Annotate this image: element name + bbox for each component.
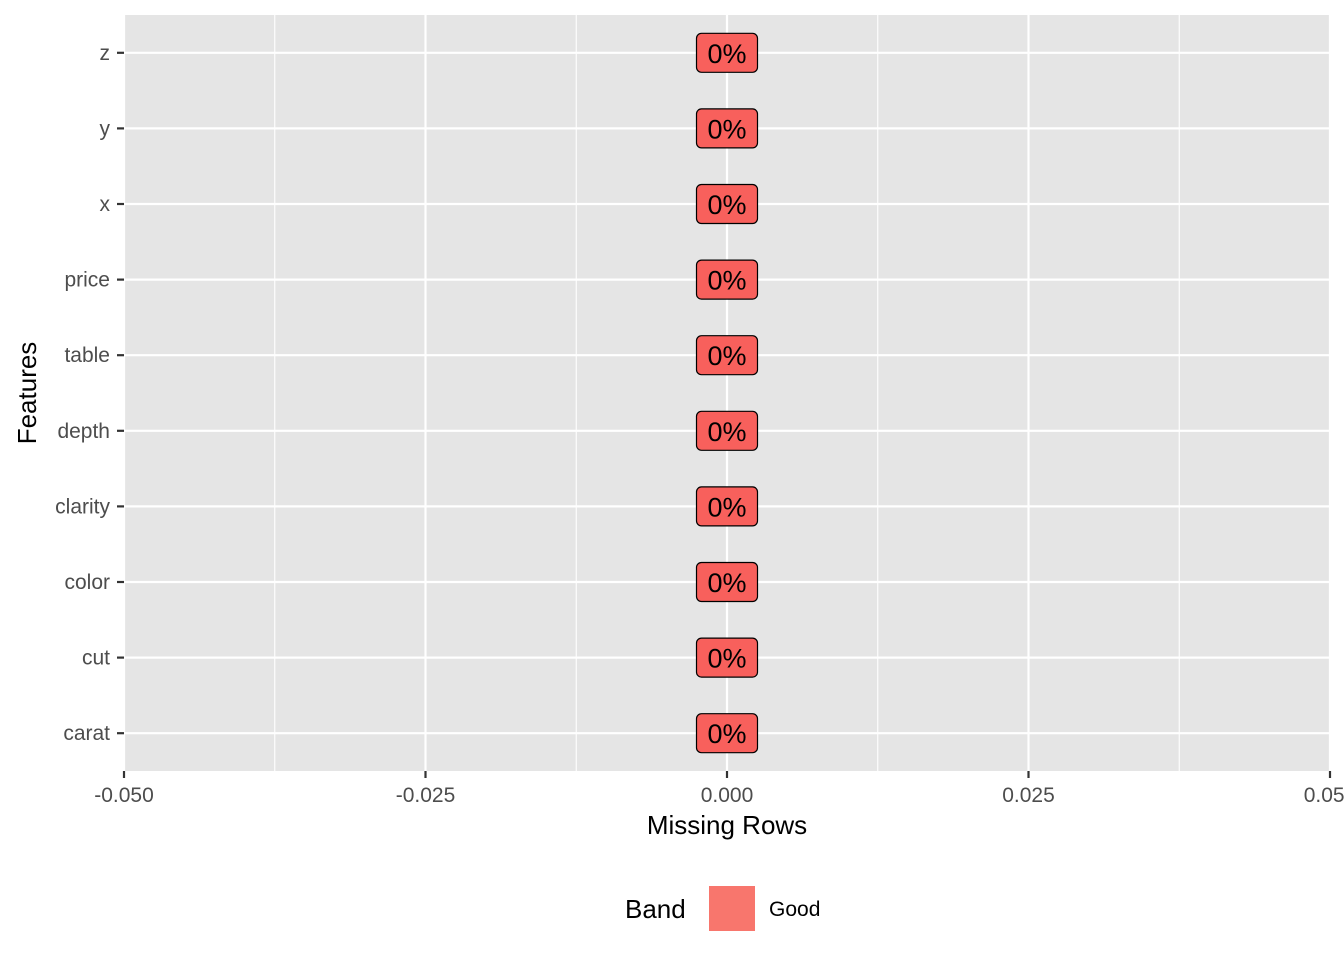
data-label-text: 0%	[707, 266, 746, 296]
data-label-box	[695, 32, 759, 73]
x-tick-label: 0.025	[1002, 784, 1055, 807]
data-label-box	[695, 410, 759, 451]
legend: Band Good	[625, 886, 820, 931]
legend-title: Band	[625, 894, 686, 924]
y-axis: carat cut color clarity depth table price x y z	[55, 42, 124, 745]
data-label-box	[695, 561, 759, 603]
x-tick-label: 0.000	[701, 784, 754, 807]
data-label-box	[695, 713, 759, 754]
legend-key-good	[709, 886, 755, 931]
y-tick-label-z: z	[100, 42, 111, 65]
x-tick-label: 0.050	[1304, 784, 1344, 807]
data-label-text: 0%	[707, 568, 746, 598]
y-tick-label-x: x	[100, 193, 111, 216]
legend-label-good: Good	[769, 898, 820, 921]
data-label-cut: 0%	[695, 637, 759, 678]
data-label-text: 0%	[707, 417, 746, 447]
data-label-y: 0%	[695, 108, 759, 149]
data-label-box	[695, 637, 759, 678]
y-tick-label-color: color	[64, 571, 110, 594]
data-label-price: 0%	[695, 259, 759, 300]
data-label-depth: 0%	[695, 410, 759, 451]
data-label-box	[695, 486, 759, 527]
data-label-box	[695, 335, 759, 376]
data-label-box	[695, 183, 759, 225]
data-label-text: 0%	[707, 719, 746, 749]
data-label-x: 0%	[695, 183, 759, 225]
data-label-box	[695, 108, 759, 149]
y-tick-label-clarity: clarity	[55, 495, 110, 518]
data-label-text: 0%	[707, 114, 746, 144]
data-label-table: 0%	[695, 335, 759, 376]
data-label-box	[695, 259, 759, 300]
y-tick-label-table: table	[64, 344, 110, 367]
y-tick-label-carat: carat	[63, 722, 110, 745]
data-label-z: 0%	[695, 32, 759, 73]
x-tick-label: -0.025	[396, 784, 456, 807]
data-label-text: 0%	[707, 492, 746, 522]
x-tick-label: -0.050	[94, 784, 154, 807]
y-tick-label-cut: cut	[82, 647, 110, 670]
grid-minor	[274, 15, 1180, 771]
data-label-text: 0%	[707, 644, 746, 674]
bar-labels: 0% 0% 0% 0% 0% 0% 0% 0% 0% 0%	[695, 32, 759, 754]
y-tick-label-y: y	[100, 117, 111, 140]
data-label-text: 0%	[707, 190, 746, 220]
y-axis-title: Features	[12, 342, 42, 445]
x-axis-title: Missing Rows	[647, 810, 807, 840]
data-label-clarity: 0%	[695, 486, 759, 527]
data-label-text: 0%	[707, 341, 746, 371]
data-label-color: 0%	[695, 561, 759, 603]
data-label-carat: 0%	[695, 713, 759, 754]
y-tick-label-price: price	[64, 269, 110, 292]
x-axis: -0.050 -0.025 0.000 0.025 0.050	[94, 771, 1344, 807]
data-label-text: 0%	[707, 39, 746, 69]
y-tick-label-depth: depth	[57, 420, 110, 443]
